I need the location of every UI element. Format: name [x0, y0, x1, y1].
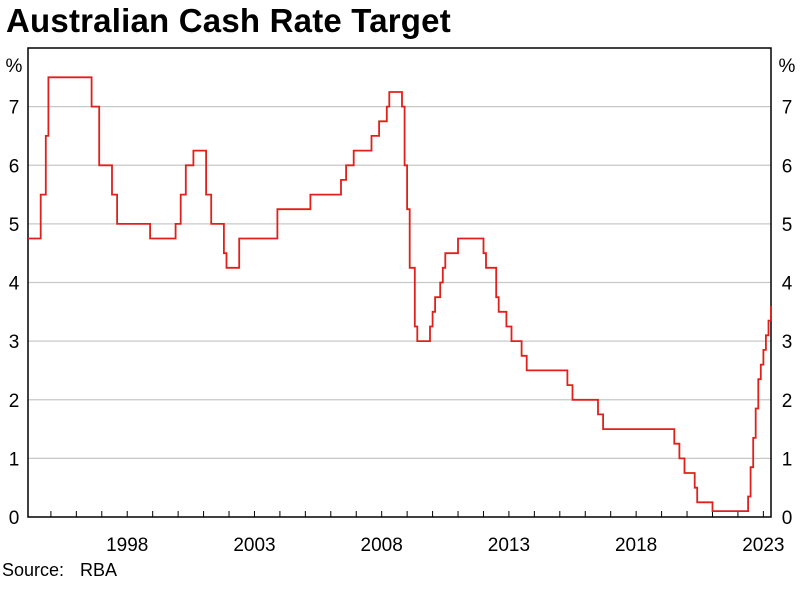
x-tick-2013: 2013: [488, 535, 530, 556]
x-tick-2018: 2018: [615, 535, 657, 556]
series-line-0: [28, 76, 772, 512]
axis-ticks: [50, 511, 764, 517]
y-tick-left-0: 0: [9, 508, 20, 529]
series-layer: [28, 76, 772, 512]
y-tick-right-5: 5: [782, 215, 793, 236]
source-label: Source:: [2, 560, 65, 580]
y-tick-left-6: 6: [9, 156, 20, 177]
y-tick-left-3: 3: [9, 332, 20, 353]
y-tick-left-2: 2: [9, 391, 20, 412]
source-note: Source: RBA: [2, 560, 133, 581]
x-tick-2023: 2023: [742, 535, 784, 556]
y-tick-left-5: 5: [9, 215, 20, 236]
plot-frame: [27, 47, 772, 518]
x-tick-2008: 2008: [361, 535, 403, 556]
y-axis-unit-left: %: [6, 56, 23, 77]
tick-labels: 0 0 1 1 2 2 3 3 4 4 5 5 6 6 7 7 1998 2003 2008 2013 2018 2023: [9, 98, 793, 556]
y-tick-left-1: 1: [9, 449, 20, 470]
x-tick-1998: 1998: [106, 535, 148, 556]
y-tick-right-0: 0: [782, 508, 793, 529]
y-tick-right-6: 6: [782, 156, 793, 177]
y-tick-right-4: 4: [782, 274, 793, 295]
grid-lines: [28, 106, 771, 459]
x-tick-2003: 2003: [233, 535, 275, 556]
y-tick-right-2: 2: [782, 391, 793, 412]
y-tick-right-1: 1: [782, 449, 793, 470]
y-tick-right-7: 7: [782, 98, 793, 119]
source-value: RBA: [80, 560, 118, 580]
y-tick-left-4: 4: [9, 274, 20, 295]
chart-title: Australian Cash Rate Target: [6, 2, 451, 39]
plot-border: [27, 47, 772, 518]
y-tick-right-3: 3: [782, 332, 793, 353]
y-tick-left-7: 7: [9, 98, 20, 119]
y-axis-unit-right: %: [779, 56, 796, 77]
